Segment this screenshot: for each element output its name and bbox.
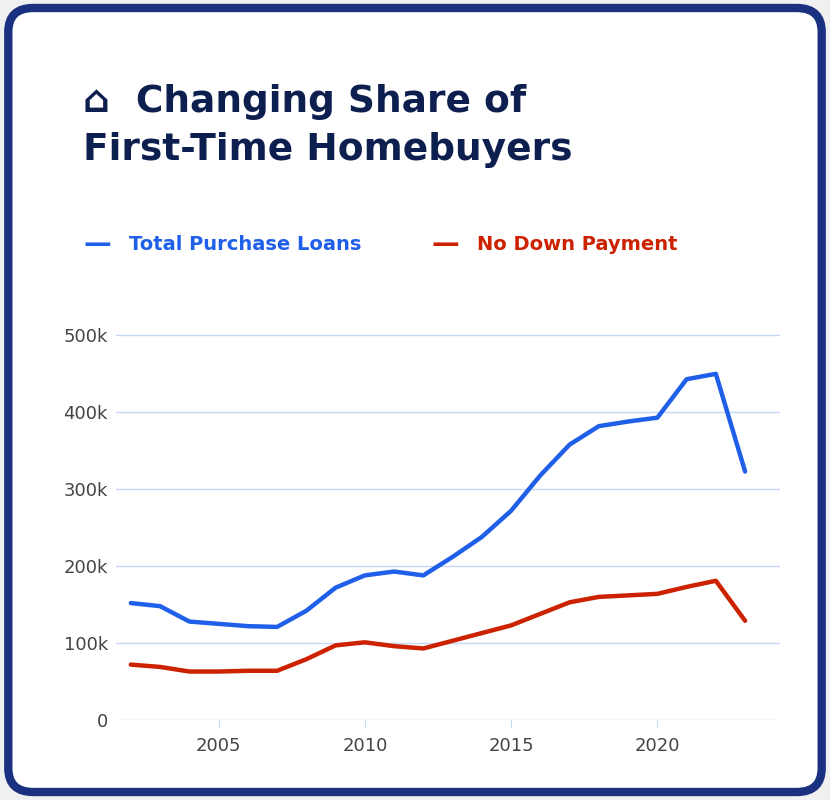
- Text: ⌂  Changing Share of: ⌂ Changing Share of: [83, 84, 526, 120]
- Text: First-Time Homebuyers: First-Time Homebuyers: [83, 132, 573, 168]
- Text: Total Purchase Loans: Total Purchase Loans: [129, 234, 361, 254]
- Text: No Down Payment: No Down Payment: [477, 234, 678, 254]
- Text: —: —: [432, 230, 459, 258]
- Text: —: —: [83, 230, 110, 258]
